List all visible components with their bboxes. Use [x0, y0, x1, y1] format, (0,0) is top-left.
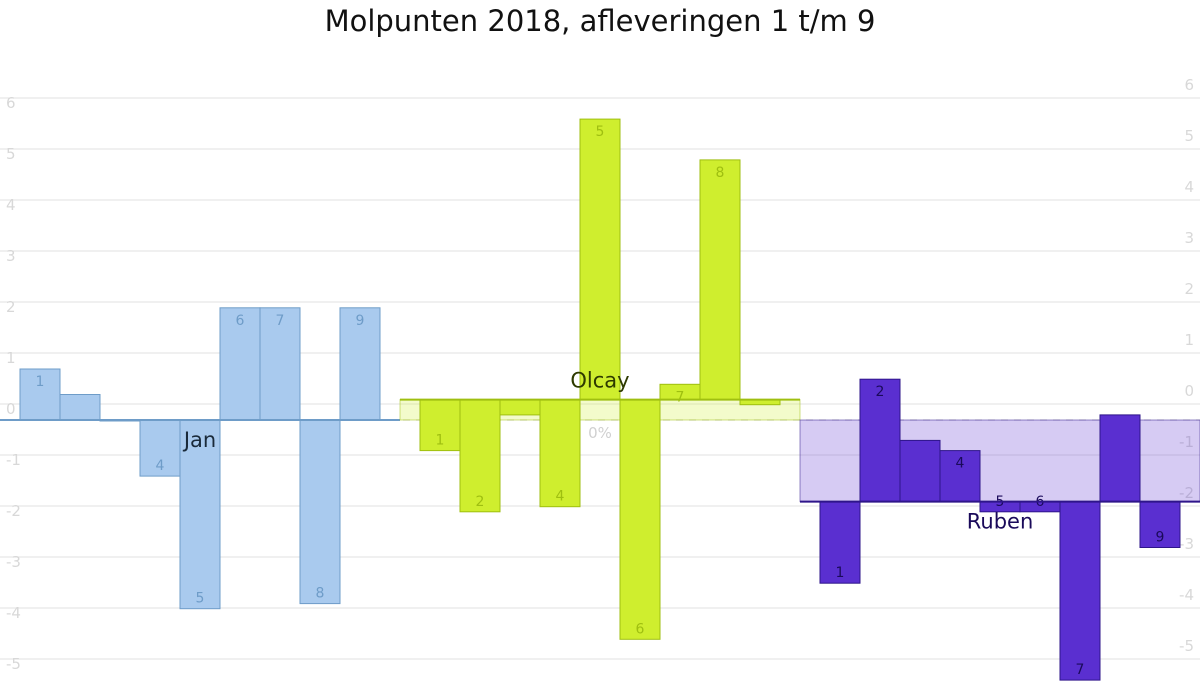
bar-label: 2 [476, 494, 485, 510]
y-tick-label-left: -2 [6, 502, 21, 520]
bar[interactable] [499, 399, 541, 416]
bar-label: 9 [356, 313, 365, 329]
y-tick-label-left: 0 [6, 400, 16, 418]
y-tick-label-right: 5 [1184, 127, 1194, 145]
y-tick-label-right: 3 [1184, 229, 1194, 247]
bar-label: 5 [196, 591, 205, 607]
y-tick-label-right: 2 [1184, 280, 1194, 298]
y-tick-label-left: 2 [6, 298, 16, 316]
bar[interactable] [459, 399, 501, 513]
bar[interactable] [539, 399, 581, 508]
bar[interactable] [699, 159, 741, 401]
y-tick-label-left: -3 [6, 553, 21, 571]
y-tick-label-right: 0 [1184, 382, 1194, 400]
bar[interactable] [299, 419, 341, 605]
series-name-label: Ruben [967, 510, 1034, 534]
y-tick-label-right: 1 [1184, 331, 1194, 349]
bar-label: 7 [676, 389, 685, 405]
bar-label: 6 [636, 621, 645, 637]
bar[interactable] [579, 118, 621, 401]
y-tick-label-right: 6 [1184, 76, 1194, 94]
bar[interactable] [259, 307, 301, 421]
y-tick-label-right: -3 [1179, 535, 1194, 553]
y-tick-label-left: -4 [6, 604, 21, 622]
bar-label: 2 [876, 384, 885, 400]
y-tick-label-right: -1 [1179, 433, 1194, 451]
bar-label: 1 [436, 433, 445, 449]
bar-label: 4 [556, 489, 565, 505]
bar[interactable] [619, 399, 661, 640]
y-tick-label-left: -1 [6, 451, 21, 469]
bar[interactable] [899, 439, 941, 503]
bar[interactable] [939, 450, 981, 503]
y-tick-label-left: 3 [6, 247, 16, 265]
bar[interactable] [859, 378, 901, 503]
bar[interactable] [1059, 501, 1101, 681]
bar-label: 6 [236, 313, 245, 329]
chart-title: Molpunten 2018, afleveringen 1 t/m 9 [324, 4, 876, 38]
y-tick-label-right: 4 [1184, 178, 1194, 196]
bar-label: 5 [596, 124, 605, 140]
bar[interactable] [19, 368, 61, 421]
bar-label: 8 [716, 165, 725, 181]
bar[interactable] [1099, 414, 1141, 503]
y-tick-label-right: -4 [1179, 586, 1194, 604]
bar[interactable] [419, 399, 461, 452]
series-name-label: Jan [182, 428, 216, 452]
y-tick-label-left: -5 [6, 655, 21, 673]
bar-label: 1 [36, 374, 45, 390]
bar[interactable] [339, 307, 381, 421]
bar-label: 7 [276, 313, 285, 329]
bar-label: 1 [836, 565, 845, 581]
bar-label: 4 [956, 456, 965, 472]
bar-label: 7 [1076, 662, 1085, 678]
bar-label: 9 [1156, 530, 1165, 546]
y-tick-label-left: 4 [6, 196, 16, 214]
bar[interactable] [1139, 501, 1181, 549]
zero-marker-label: 0% [588, 424, 612, 442]
y-tick-label-left: 6 [6, 94, 16, 112]
y-tick-label-left: 1 [6, 349, 16, 367]
bar[interactable] [59, 394, 101, 421]
y-tick-label-right: -2 [1179, 484, 1194, 502]
bar[interactable] [179, 419, 221, 610]
series-name-label: Olcay [570, 369, 629, 393]
bar-label: 4 [156, 458, 165, 474]
bar[interactable] [819, 501, 861, 584]
y-tick-label-right: -5 [1179, 637, 1194, 655]
bar-label: 8 [316, 586, 325, 602]
y-tick-label-left: 5 [6, 145, 16, 163]
